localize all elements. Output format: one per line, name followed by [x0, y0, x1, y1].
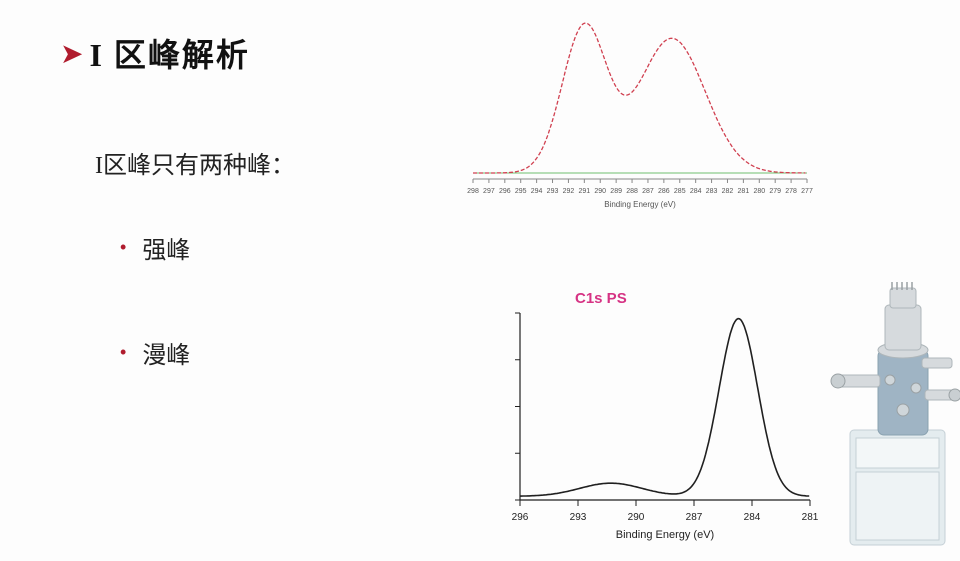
- svg-text:293: 293: [570, 512, 587, 523]
- svg-text:295: 295: [515, 188, 527, 195]
- svg-text:282: 282: [722, 188, 734, 195]
- svg-text:280: 280: [753, 188, 765, 195]
- svg-text:C1s PS: C1s PS: [575, 290, 627, 307]
- svg-text:294: 294: [531, 188, 543, 195]
- svg-text:277: 277: [801, 188, 813, 195]
- svg-text:Binding Energy (eV): Binding Energy (eV): [616, 529, 714, 541]
- bullet-label: 强峰: [142, 230, 190, 265]
- spectrum-chart-top: 298 297 296 295 294 293 292291 290 289 288 287 286 2…: [455, 15, 825, 215]
- svg-text:281: 281: [738, 188, 750, 195]
- svg-text:287: 287: [642, 188, 654, 195]
- svg-text:287: 287: [686, 512, 703, 523]
- slide-title: ➤ I 区峰解析: [60, 30, 250, 76]
- svg-text:284: 284: [690, 188, 702, 195]
- svg-text:297: 297: [483, 188, 495, 195]
- bullet-label: 漫峰: [142, 335, 190, 370]
- svg-text:285: 285: [674, 188, 686, 195]
- subtitle-text: I区峰只有两种峰：: [95, 145, 295, 180]
- svg-text:293: 293: [547, 188, 559, 195]
- svg-text:296: 296: [499, 188, 511, 195]
- svg-text:291: 291: [578, 188, 590, 195]
- spectrum-chart-bottom: C1s PS 296 293 290 287 284 281 Binding Energy (…: [490, 285, 820, 545]
- svg-text:279: 279: [769, 188, 781, 195]
- svg-text:289: 289: [610, 188, 622, 195]
- svg-text:288: 288: [626, 188, 638, 195]
- svg-text:283: 283: [706, 188, 718, 195]
- svg-text:290: 290: [594, 188, 606, 195]
- svg-text:296: 296: [512, 512, 529, 523]
- svg-text:286: 286: [658, 188, 670, 195]
- bullet-item-2: • 漫峰: [120, 335, 190, 370]
- svg-text:281: 281: [802, 512, 819, 523]
- svg-text:290: 290: [628, 512, 645, 523]
- svg-text:Binding Energy (eV): Binding Energy (eV): [604, 200, 676, 209]
- bullet-list: • 强峰 • 漫峰: [120, 230, 190, 440]
- svg-text:292: 292: [563, 188, 575, 195]
- title-arrow-icon: ➤: [60, 37, 83, 70]
- bullet-dot-icon: •: [120, 237, 126, 258]
- bullet-item-1: • 强峰: [120, 230, 190, 265]
- title-text: I 区峰解析: [89, 30, 249, 76]
- svg-text:284: 284: [744, 512, 761, 523]
- svg-text:278: 278: [785, 188, 797, 195]
- bullet-dot-icon: •: [120, 342, 126, 363]
- svg-text:298: 298: [467, 188, 479, 195]
- xps-instrument-image: [830, 280, 960, 550]
